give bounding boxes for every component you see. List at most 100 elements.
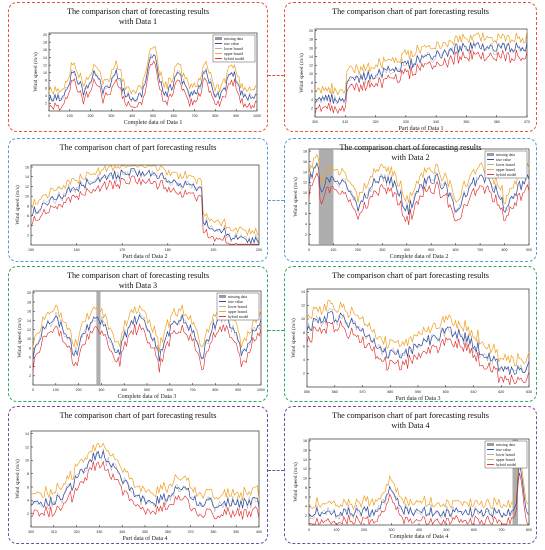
legend-label: lower bound [224,47,243,51]
y-tick-label: 8 [27,204,29,208]
y-axis-label: Wind speed (m/s) [290,318,297,358]
x-axis-label: Complete data of Data 1 [124,119,183,126]
connector-row1 [268,75,284,76]
legend-label: missing data [224,37,243,41]
y-tick-label: 12 [27,328,31,332]
y-tick-label: 4 [29,365,31,369]
y-tick-label: 12 [303,467,307,471]
chart-data4-part: The comparison chart of part forecasting… [14,411,262,542]
y-axis-label: Wind speed (m/s) [32,52,39,92]
legend-swatch [487,153,494,156]
y-tick-label: 8 [305,486,307,490]
y-tick-label: 4 [27,224,29,228]
panel-data4-part: The comparison chart of part forecasting… [8,406,268,544]
y-tick-label: 2 [27,512,29,516]
legend-label: upper bound [496,458,515,462]
x-tick-label: 360 [165,530,171,534]
y-tick-label: 2 [27,234,29,238]
chart-data3-complete: The comparison chart of forecasting resu… [16,271,265,400]
x-tick-label: 340 [433,120,439,124]
x-tick-label: 400 [404,248,410,252]
chart-data1-part: The comparison chart of part forecasting… [298,7,530,132]
series-lower-bound-red [32,323,262,373]
x-tick-label: 800 [502,248,508,252]
panel-data2-part: The comparison chart of part forecasting… [8,138,268,262]
plot-frame [314,28,528,118]
y-tick-label: 6 [303,344,305,348]
y-tick-label: 14 [303,170,307,174]
y-tick-label: 6 [29,356,31,360]
y-tick-label: 8 [303,331,305,335]
x-tick-label: 400 [416,528,422,532]
x-tick-label: 200 [88,114,94,118]
panel-data3-part: The comparison chart of part forecasting… [284,266,537,402]
x-tick-label: 200 [256,248,262,252]
y-tick-label: 12 [309,64,313,68]
chart-title: The comparison chart of part forecasting… [332,271,489,280]
x-tick-label: 100 [67,114,73,118]
y-tick-label: 10 [25,195,29,199]
y-tick-label: 2 [305,514,307,518]
y-tick-label: 8 [45,79,47,83]
legend-label: upper bound [224,52,243,56]
legend-label: hybrid model [228,315,248,319]
y-tick-label: 4 [305,222,307,226]
y-tick-label: 20 [309,29,313,33]
y-tick-label: 14 [27,319,31,323]
chart-title: The comparison chart of forecasting resu… [67,7,209,16]
legend-label: lower bound [496,163,515,167]
chart-data2-complete: The comparison chart of forecasting resu… [292,143,532,260]
y-axis-label: Wind speed (m/s) [14,459,21,499]
x-tick-label: 500 [144,388,150,392]
x-tick-label: 320 [74,530,80,534]
series-upper-bound [308,451,530,511]
y-tick-label: 14 [43,56,47,60]
x-tick-label: 900 [526,248,532,252]
x-axis-label: Part data of Data 4 [123,535,168,542]
legend-label: upper bound [228,310,247,314]
series-true-value [48,54,258,102]
x-tick-label: 200 [76,388,82,392]
chart-title: with Data 3 [119,281,157,290]
y-tick-label: 18 [303,149,307,153]
x-tick-label: 560 [332,390,338,394]
series-lower-bound [306,307,530,374]
series-true-value [30,450,260,509]
series-lower-bound-red [30,460,260,520]
y-tick-label: 10 [301,317,305,321]
y-tick-label: 18 [43,40,47,44]
y-tick-label: 8 [27,472,29,476]
x-tick-label: 200 [361,528,367,532]
x-tick-label: 1000 [253,114,261,118]
x-tick-label: 700 [192,114,198,118]
series-true-value [32,314,262,362]
legend-label: hybrid model [496,463,516,467]
x-tick-label: 800 [526,528,532,532]
x-tick-label: 320 [373,120,379,124]
x-tick-label: 310 [51,530,57,534]
chart-title: The comparison chart of forecasting resu… [339,143,481,152]
chart-data4-complete: The comparison chart of part forecasting… [292,411,532,540]
x-tick-label: 600 [171,114,177,118]
x-axis-label: Complete data of Data 4 [390,533,449,540]
panel-data2-complete: The comparison chart of forecasting resu… [284,138,537,262]
x-tick-label: 370 [524,120,530,124]
x-tick-label: 630 [526,390,532,394]
y-tick-label: 14 [25,432,29,436]
legend-label: upper bound [496,168,515,172]
y-tick-label: 6 [305,495,307,499]
x-tick-label: 0 [308,248,310,252]
y-tick-label: 18 [309,38,313,42]
y-tick-label: 10 [309,72,313,76]
legend-label: lower bound [496,453,515,457]
x-tick-label: 300 [379,248,385,252]
y-tick-label: 20 [43,33,47,37]
chart-title: The comparison chart of part forecasting… [332,411,489,420]
x-tick-label: 310 [342,120,348,124]
series-upper-bound [48,46,258,95]
x-tick-label: 340 [119,530,125,534]
x-tick-label: 700 [190,388,196,392]
chart-title: The comparison chart of part forecasting… [60,411,217,420]
legend-label: missing data [228,295,247,299]
chart-title: with Data 4 [391,421,429,430]
